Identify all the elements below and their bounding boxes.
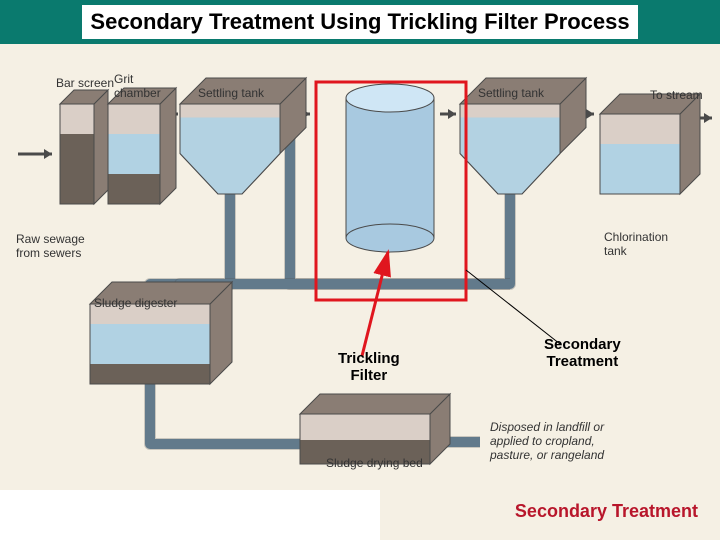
label-settling-2: Settling tank [478,86,544,100]
label-disposed: Disposed in landfill or applied to cropl… [490,420,604,462]
slide-title: Secondary Treatment Using Trickling Filt… [82,5,637,39]
label-grit-chamber: Grit chamber [114,72,161,100]
label-bar-screen: Bar screen [56,76,114,90]
label-raw-sewage: Raw sewage from sewers [16,232,85,260]
label-chlorination: Chlorination tank [604,230,668,258]
label-to-stream: To stream [650,88,703,102]
label-sludge-bed: Sludge drying bed [326,456,423,470]
mask-box [0,490,380,540]
label-trickling-filter: Trickling Filter [338,350,400,384]
slide: Secondary Treatment Using Trickling Filt… [0,0,720,540]
label-sludge-digester: Sludge digester [94,296,177,310]
title-bar: Secondary Treatment Using Trickling Filt… [0,0,720,44]
footer-text: Secondary Treatment [515,501,698,522]
label-secondary-treatment: Secondary Treatment [544,336,621,370]
label-settling-1: Settling tank [198,86,264,100]
